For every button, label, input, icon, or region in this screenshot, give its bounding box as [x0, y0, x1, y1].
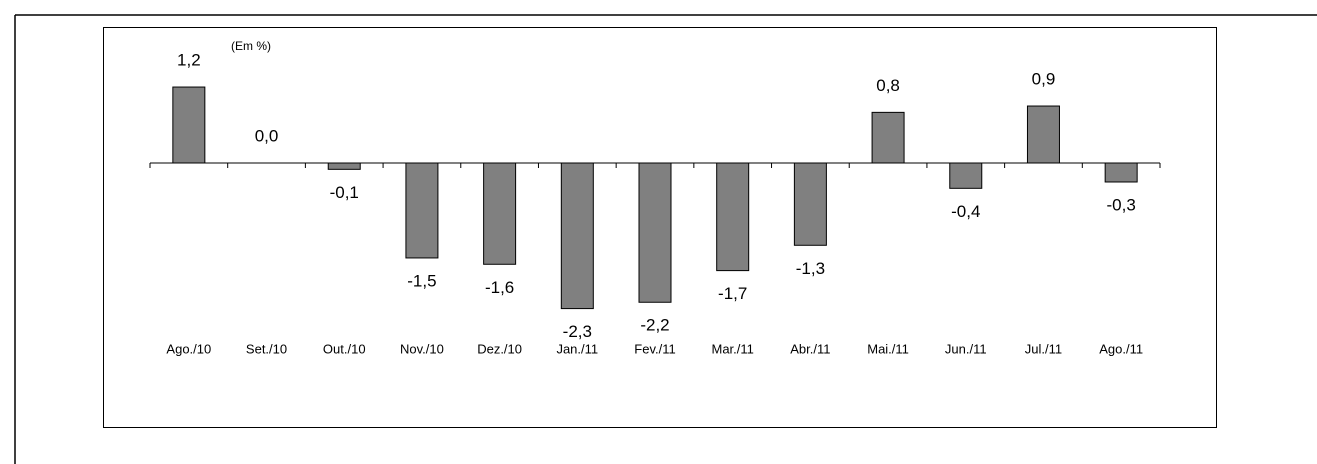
- bar: [716, 162, 750, 272]
- x-tick-label: Fev./11: [634, 341, 675, 356]
- plot-frame: [103, 27, 1217, 428]
- x-tick-label: Abr./11: [790, 341, 830, 356]
- bar: [871, 111, 905, 164]
- x-tick-label: Ago./11: [1099, 341, 1143, 356]
- x-tick-label: Out./10: [323, 341, 366, 356]
- value-label: -1,5: [407, 271, 436, 290]
- x-tick-label: Ago./10: [166, 341, 211, 356]
- x-tick-label: Jan./11: [556, 341, 598, 356]
- value-label: -0,1: [330, 183, 359, 202]
- value-label: -0,3: [1107, 195, 1136, 214]
- value-label: -1,3: [796, 259, 825, 278]
- value-label: 0,0: [255, 126, 279, 145]
- value-label: 0,9: [1032, 70, 1056, 89]
- x-tick-label: Mai./11: [867, 341, 909, 356]
- x-tick-label: Mar./11: [711, 341, 753, 356]
- bar: [405, 162, 439, 259]
- bar: [1104, 162, 1138, 183]
- x-tick-label: Jul./11: [1025, 341, 1062, 356]
- x-tick-label: Jun./11: [945, 341, 987, 356]
- annotation: (Em %): [231, 39, 271, 53]
- value-label: 1,2: [177, 51, 201, 70]
- bar: [949, 162, 983, 189]
- bar: [327, 162, 361, 170]
- value-label: -2,3: [563, 322, 592, 341]
- x-tick-label: Set./10: [246, 341, 287, 356]
- bar: [172, 86, 206, 164]
- x-tick-label: Nov./10: [400, 341, 444, 356]
- value-label: -0,4: [951, 202, 980, 221]
- bar: [483, 162, 517, 265]
- value-label: 0,8: [876, 76, 900, 95]
- value-label: -2,2: [640, 316, 669, 335]
- bar: [793, 162, 827, 246]
- x-tick-label: Dez./10: [477, 341, 522, 356]
- bar: [560, 162, 594, 310]
- bar: [638, 162, 672, 303]
- value-label: -1,7: [718, 284, 747, 303]
- value-label: -1,6: [485, 278, 514, 297]
- bar: [1026, 105, 1060, 164]
